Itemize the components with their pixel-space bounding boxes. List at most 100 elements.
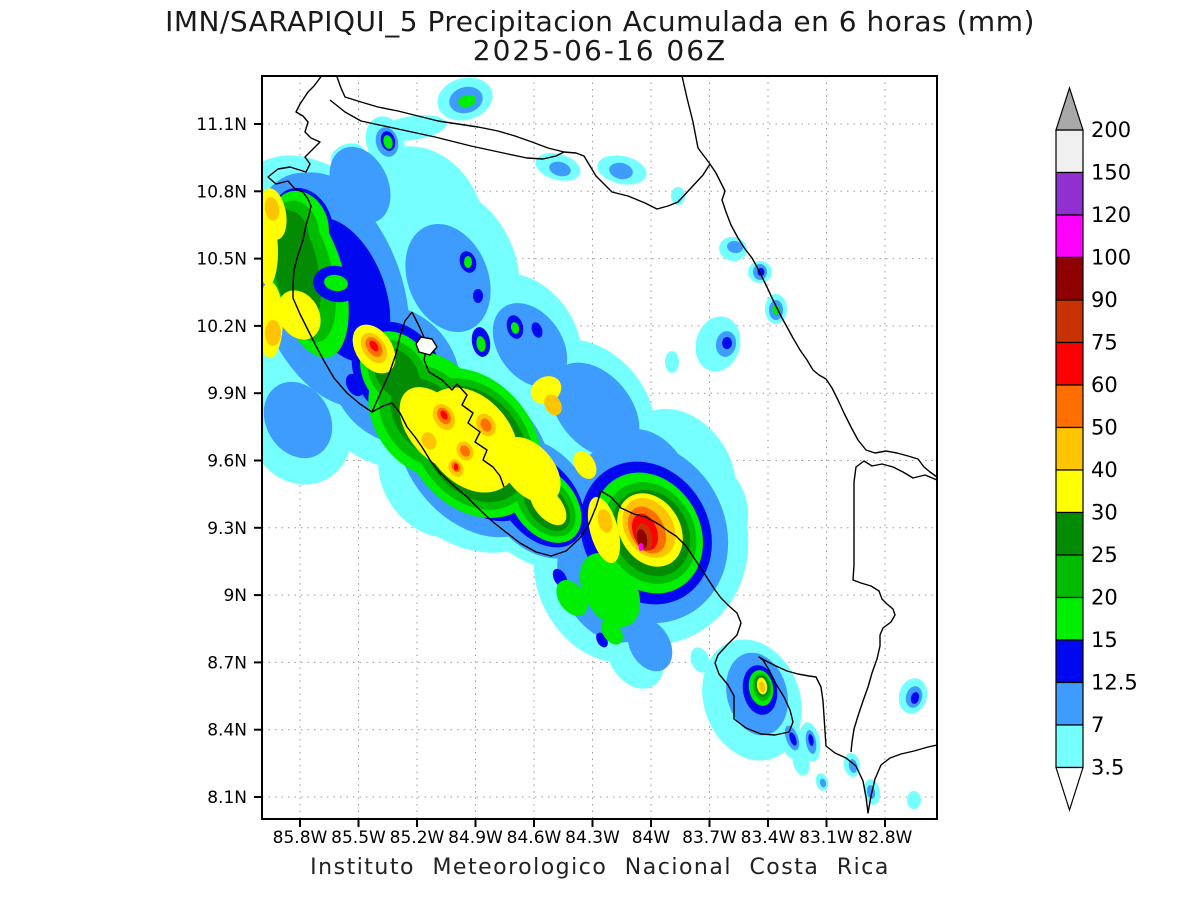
y-axis: 11.1N 10.8N 10.5N 10.2N 9.9N 9.6N 9.3N 9N 8.7N 8.… — [196, 115, 262, 808]
colorbar-block — [1055, 214, 1084, 259]
colorbar-block — [1055, 681, 1084, 726]
colorbar: 200 150 120 100 90 75 60 50 40 30 25 20 15 12.5 7 3.5 — [1055, 86, 1138, 812]
figure-subtitle: 2025-06-16 06Z — [472, 34, 728, 67]
precip-contour-blob — [458, 94, 476, 108]
colorbar-block — [1055, 341, 1084, 386]
precip-contour-blob — [476, 336, 486, 352]
x-axis-tick-label: 82.8W — [858, 828, 913, 848]
precip-contour-blob — [510, 322, 520, 334]
precip-contour-blob — [265, 320, 281, 346]
colorbar-block — [1055, 511, 1084, 556]
precip-contour-blob — [819, 778, 827, 788]
precip-contour-blob — [601, 619, 623, 645]
pacific-coast — [267, 76, 937, 814]
precip-contour-blob — [597, 509, 613, 533]
colorbar-label: 25 — [1091, 543, 1118, 567]
y-axis-tick-label: 10.8N — [196, 182, 247, 202]
caribbean-coast — [681, 76, 937, 478]
precip-contour-blob — [383, 135, 393, 149]
precip-contour-blob — [464, 256, 472, 268]
y-axis-tick-label: 9.6N — [207, 452, 247, 472]
colorbar-label: 40 — [1091, 458, 1118, 482]
y-axis-tick-label: 9.3N — [207, 519, 247, 539]
precip-field — [262, 77, 928, 809]
y-axis-tick-label: 8.4N — [207, 721, 247, 741]
x-axis-tick-label: 83.7W — [682, 828, 737, 848]
colorbar-block — [1055, 426, 1084, 471]
precip-contour-blob — [556, 579, 588, 617]
precip-contour-blob — [369, 340, 379, 352]
precip-contour-blob — [262, 218, 278, 286]
colorbar-label: 60 — [1091, 373, 1118, 397]
colorbar-over-arrow — [1055, 86, 1084, 131]
colorbar-block — [1055, 724, 1084, 769]
colorbar-label: 30 — [1091, 501, 1118, 525]
x-axis-tick-label: 83.1W — [799, 828, 854, 848]
precip-contour-blob — [910, 692, 920, 704]
precip-contour-blob — [671, 187, 685, 205]
colorbar-block — [1055, 129, 1084, 174]
colorbar-label: 3.5 — [1091, 756, 1124, 780]
colorbar-block — [1055, 469, 1084, 514]
precip-contour-blob — [460, 445, 470, 457]
precip-contour-blob — [499, 437, 561, 503]
y-axis-tick-label: 9.9N — [207, 384, 247, 404]
colorbar-label: 12.5 — [1091, 671, 1138, 695]
colorbar-label: 120 — [1091, 203, 1131, 227]
precip-contour-blob — [329, 146, 391, 224]
precip-contour-blob — [579, 553, 641, 627]
precip-contour-blob — [262, 282, 283, 358]
colorbar-block — [1055, 639, 1084, 684]
precip-contour-blob — [789, 732, 797, 746]
figure-title: IMN/SARAPIQUI_5 Precipitacion Acumulada … — [165, 5, 1035, 38]
precip-contour-blob — [549, 161, 571, 177]
colorbar-block — [1055, 299, 1084, 344]
x-axis: 85.8W 85.5W 85.2W 84.9W 84.6W 84.3W 84W 83.7W 83… — [273, 819, 913, 848]
x-axis-tick-label: 84.3W — [565, 828, 620, 848]
colorbar-under-arrow — [1055, 766, 1084, 812]
precip-contour-blob — [454, 463, 458, 471]
panama-border — [850, 460, 937, 753]
precip-contour-blob — [529, 484, 567, 526]
precip-contour-blob — [324, 274, 348, 292]
precip-contour-blob — [638, 543, 644, 551]
colorbar-label: 7 — [1091, 713, 1104, 737]
precip-contour-blob — [263, 381, 333, 459]
precip-contour-blob — [665, 351, 679, 373]
precip-contour-blob — [609, 162, 633, 180]
colorbar-block — [1055, 384, 1084, 429]
precip-contour-blob — [399, 387, 473, 469]
precip-contour-blob — [550, 362, 640, 458]
precip-contour-blob — [440, 410, 448, 420]
precip-contour-blob — [544, 394, 562, 416]
x-axis-tick-label: 85.2W — [390, 828, 445, 848]
precip-contour-blob — [531, 322, 543, 338]
colorbar-block — [1055, 596, 1084, 641]
precip-contour-blob — [277, 290, 321, 340]
colorbar-label: 50 — [1091, 416, 1118, 440]
colorbar-label: 20 — [1091, 586, 1118, 610]
x-axis-tick-label: 84.6W — [507, 828, 562, 848]
x-axis-tick-label: 85.5W — [331, 828, 386, 848]
colorbar-block — [1055, 554, 1084, 599]
colorbar-label: 15 — [1091, 628, 1118, 652]
lake-nicaragua-shore — [335, 76, 711, 210]
x-axis-tick-label: 84W — [632, 828, 671, 848]
precip-contour-blob — [690, 647, 710, 673]
colorbar-label: 75 — [1091, 331, 1118, 355]
y-axis-tick-label: 8.1N — [207, 788, 247, 808]
y-axis-tick-label: 8.7N — [207, 653, 247, 673]
nicaragua-border — [329, 99, 565, 160]
x-axis-tick-label: 84.9W — [448, 828, 503, 848]
precip-contour-blob — [480, 418, 492, 432]
chira-island — [415, 336, 438, 356]
x-axis-tick-label: 83.4W — [741, 828, 796, 848]
figure-footer: Instituto Meteorologico Nacional Costa R… — [310, 855, 890, 880]
colorbar-label: 200 — [1091, 118, 1131, 142]
colorbar-label: 150 — [1091, 161, 1131, 185]
colorbar-label: 100 — [1091, 246, 1131, 270]
precip-contour-blob — [808, 734, 814, 746]
gulf-of-nicoya-west-shore — [371, 311, 413, 413]
